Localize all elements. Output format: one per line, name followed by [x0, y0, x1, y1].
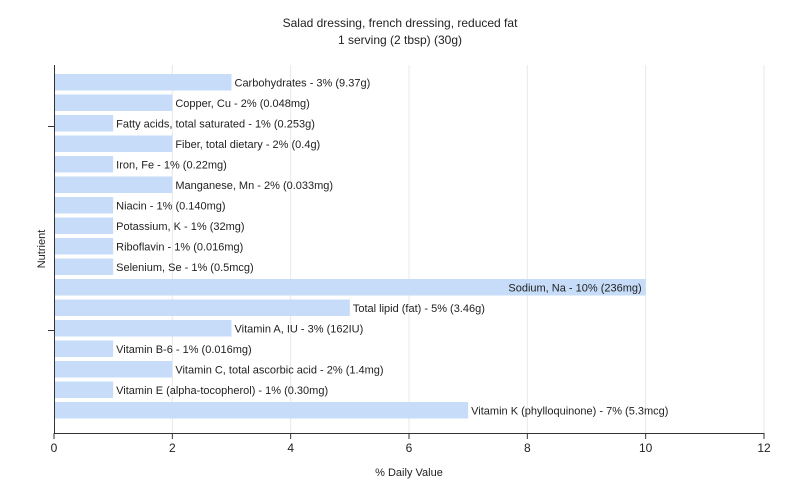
bar-label: Vitamin B-6 - 1% (0.016mg)	[116, 344, 252, 356]
bar-label: Fiber, total dietary - 2% (0.4g)	[175, 139, 320, 151]
x-tick-label: 10	[639, 441, 653, 455]
chart-title: Salad dressing, french dressing, reduced…	[283, 16, 518, 30]
bar	[55, 156, 114, 173]
x-tick-label: 4	[287, 441, 294, 455]
bar-labels-group: Carbohydrates - 3% (9.37g) Copper, Cu - 2…	[116, 77, 668, 417]
chart-subtitle: 1 serving (2 tbsp) (30g)	[338, 33, 462, 47]
bar	[55, 381, 114, 398]
bar-label: Vitamin K (phylloquinone) - 7% (5.3mcg)	[471, 405, 668, 417]
bar	[55, 217, 114, 234]
bar-label: Selenium, Se - 1% (0.5mcg)	[116, 262, 254, 274]
y-axis-label: Nutrient	[36, 230, 48, 269]
bar	[55, 320, 232, 337]
bar	[55, 258, 114, 275]
x-axis-label: % Daily Value	[375, 467, 443, 479]
bar-label: Total lipid (fat) - 5% (3.46g)	[353, 303, 485, 315]
bar	[55, 115, 114, 132]
bars-group	[55, 74, 646, 419]
bar-label: Vitamin C, total ascorbic acid - 2% (1.4…	[175, 364, 383, 376]
bar-label: Fatty acids, total saturated - 1% (0.253…	[116, 118, 315, 130]
x-tick-label: 6	[406, 441, 413, 455]
x-tick-label: 0	[51, 441, 58, 455]
bar-label: Niacin - 1% (0.140mg)	[116, 200, 225, 212]
bar-label: Sodium, Na - 10% (236mg)	[508, 282, 641, 294]
bar	[55, 176, 173, 193]
bar	[55, 361, 173, 378]
bar	[55, 279, 646, 296]
bar-label: Carbohydrates - 3% (9.37g)	[235, 77, 371, 89]
bar	[55, 340, 114, 357]
bar-label: Manganese, Mn - 2% (0.033mg)	[175, 180, 333, 192]
bar	[55, 135, 173, 152]
x-axis-ticks: 0 2 4 6 8 10 12	[51, 433, 771, 455]
bar	[55, 402, 469, 419]
bar	[55, 238, 114, 255]
bar-label: Potassium, K - 1% (32mg)	[116, 221, 244, 233]
bar	[55, 74, 232, 91]
x-tick-label: 2	[169, 441, 176, 455]
bar-label: Copper, Cu - 2% (0.048mg)	[175, 98, 310, 110]
bar-label: Iron, Fe - 1% (0.22mg)	[116, 159, 227, 171]
bar	[55, 197, 114, 214]
bar	[55, 299, 350, 316]
bar-label: Vitamin A, IU - 3% (162IU)	[235, 323, 364, 335]
bar-label: Vitamin E (alpha-tocopherol) - 1% (0.30m…	[116, 385, 328, 397]
bar-label: Riboflavin - 1% (0.016mg)	[116, 241, 243, 253]
x-tick-label: 8	[524, 441, 531, 455]
x-tick-label: 12	[757, 441, 771, 455]
bar	[55, 94, 173, 111]
